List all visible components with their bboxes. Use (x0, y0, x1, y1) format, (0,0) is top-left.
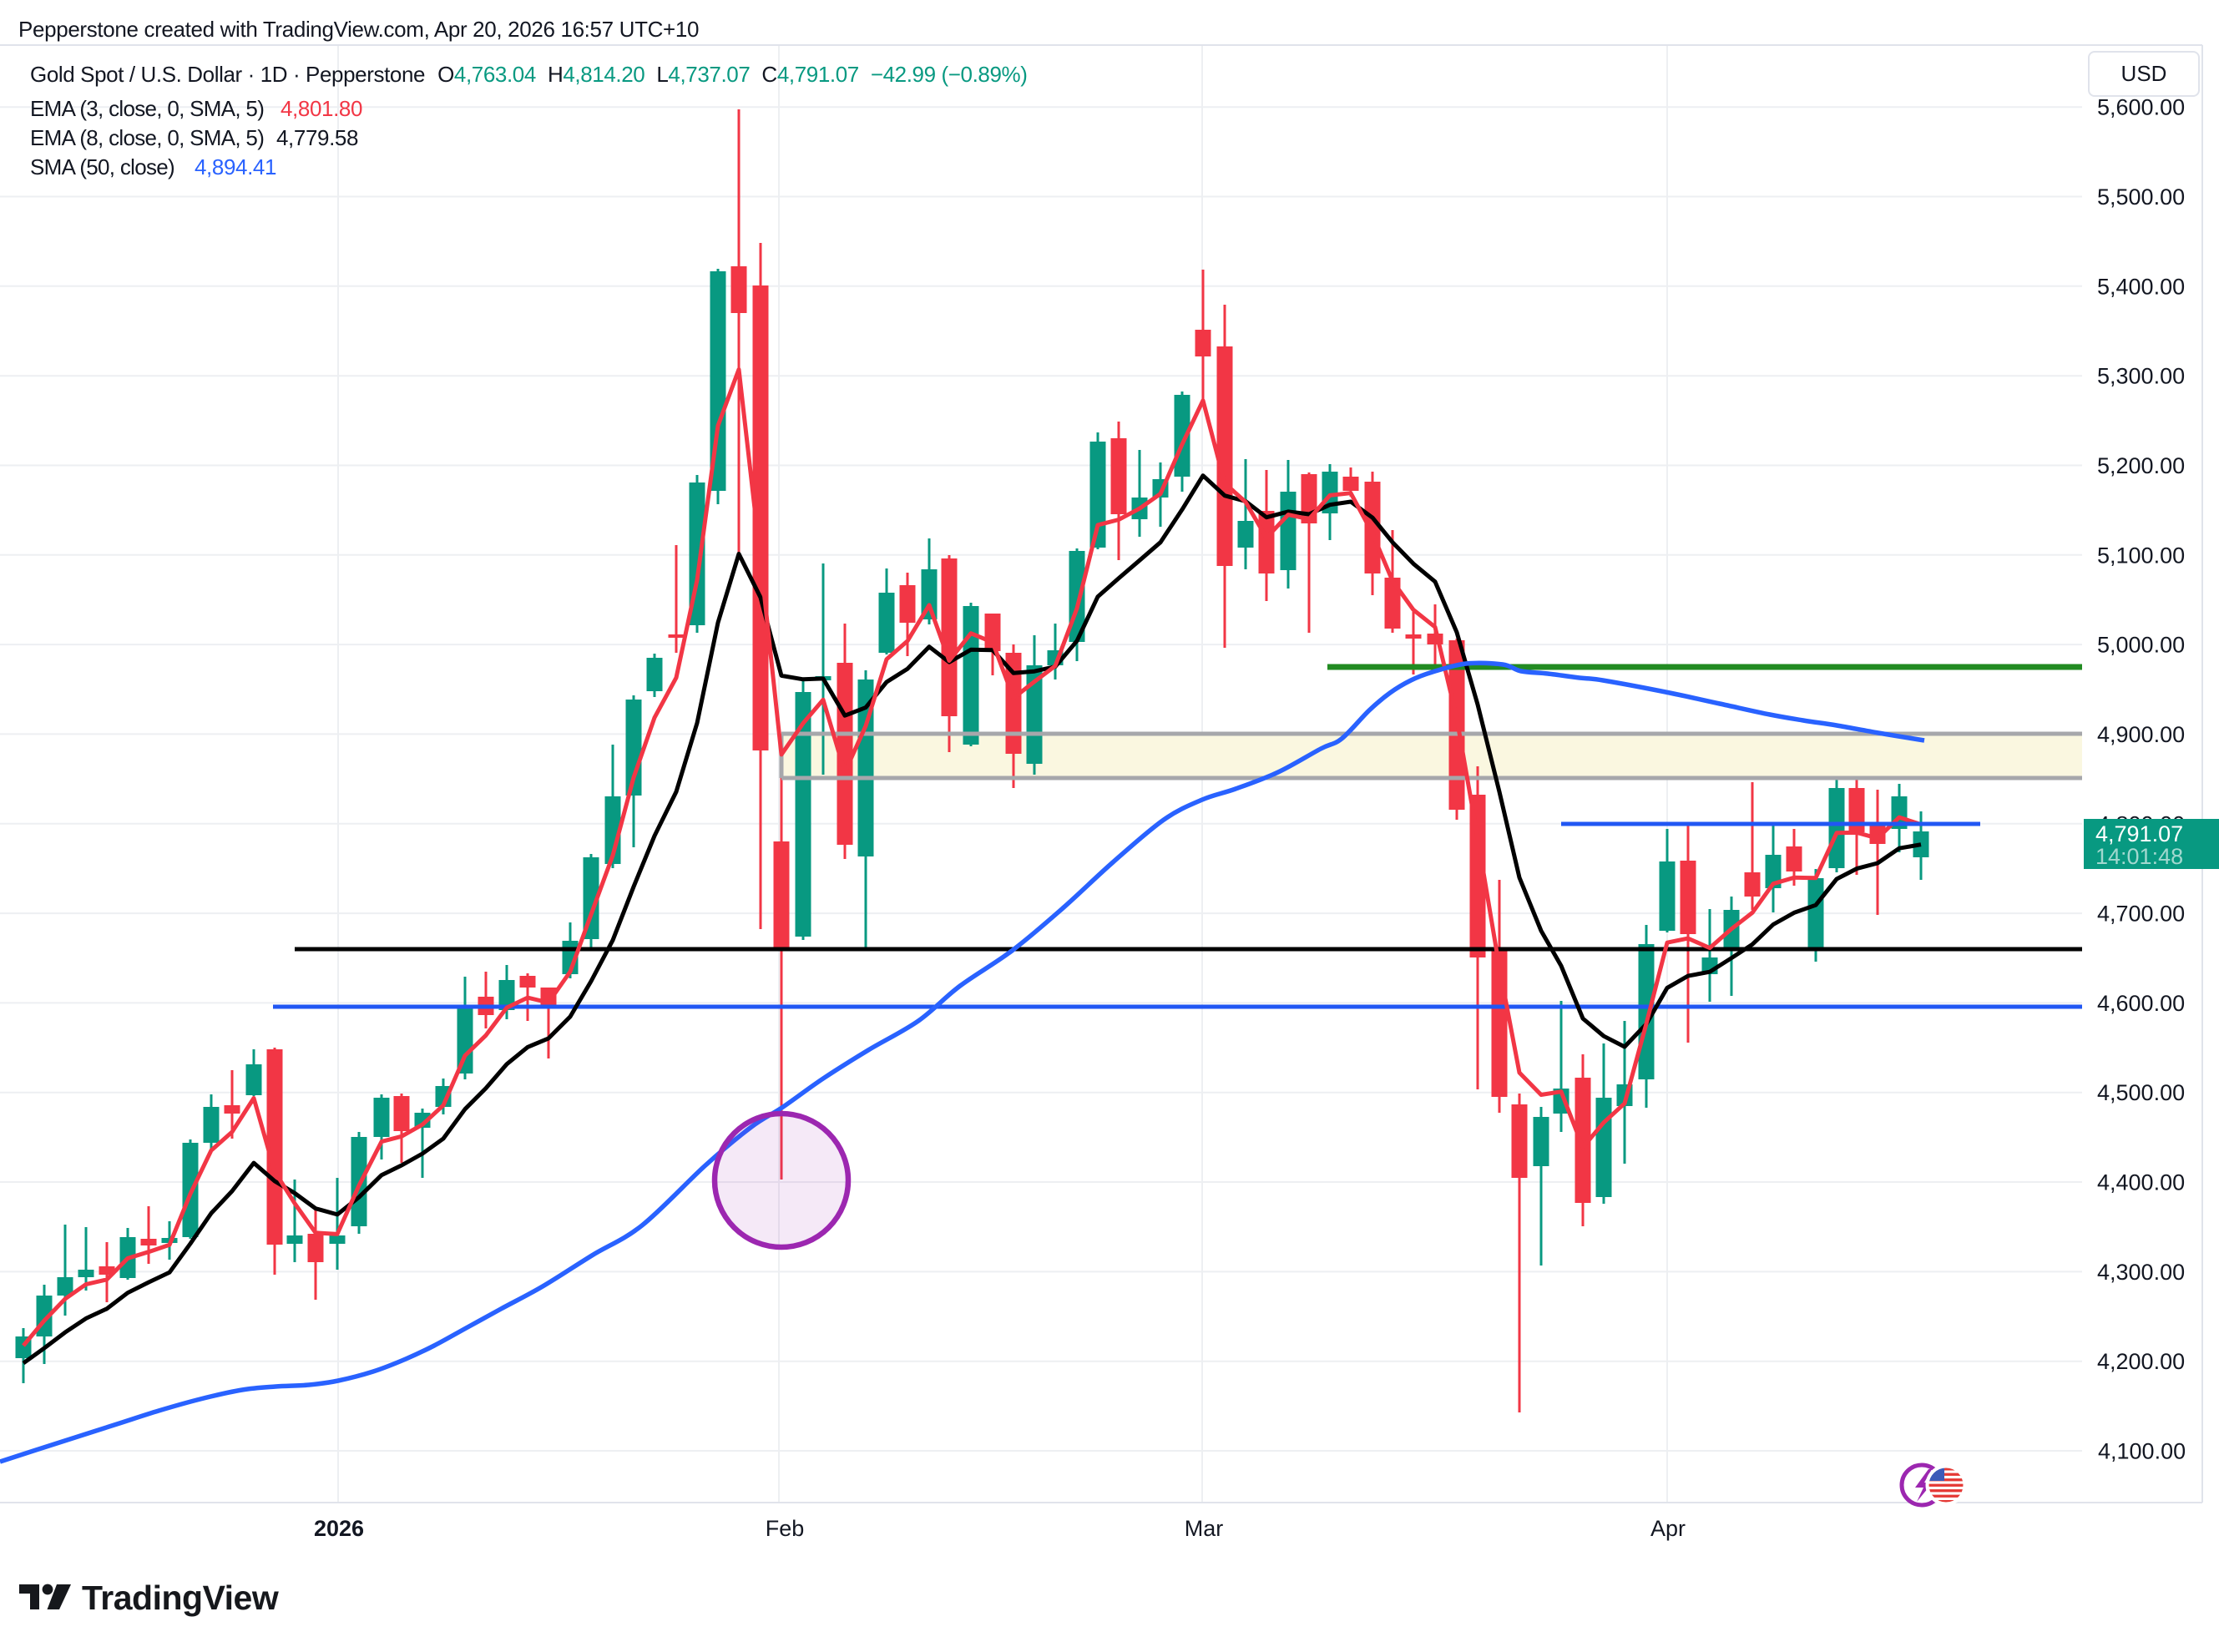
svg-text:4,791.07: 4,791.07 (2095, 821, 2183, 846)
svg-text:EMA (3, close, 0, SMA, 5): EMA (3, close, 0, SMA, 5) (30, 96, 264, 121)
svg-text:4,779.58: 4,779.58 (276, 125, 358, 150)
svg-text:4,700.00: 4,700.00 (2097, 902, 2185, 927)
svg-text:5,400.00: 5,400.00 (2097, 274, 2185, 299)
svg-text:14:01:48: 14:01:48 (2095, 844, 2183, 869)
svg-text:Mar: Mar (1185, 1516, 1224, 1541)
svg-text:EMA (8, close, 0, SMA, 5): EMA (8, close, 0, SMA, 5) (30, 125, 264, 150)
svg-text:4,801.80: 4,801.80 (281, 96, 362, 121)
svg-text:SMA (50, close): SMA (50, close) (30, 154, 174, 179)
svg-text:USD: USD (2121, 61, 2167, 86)
svg-text:4,200.00: 4,200.00 (2097, 1349, 2185, 1374)
svg-text:Feb: Feb (766, 1516, 805, 1541)
svg-text:5,100.00: 5,100.00 (2097, 543, 2185, 568)
svg-text:4,600.00: 4,600.00 (2097, 991, 2185, 1016)
svg-text:4,894.41: 4,894.41 (195, 154, 276, 179)
svg-text:5,300.00: 5,300.00 (2097, 364, 2185, 389)
svg-text:5,600.00: 5,600.00 (2097, 95, 2185, 120)
svg-text:4,900.00: 4,900.00 (2097, 722, 2185, 747)
svg-text:4,400.00: 4,400.00 (2097, 1170, 2185, 1195)
svg-text:5,200.00: 5,200.00 (2097, 453, 2185, 478)
svg-text:4,300.00: 4,300.00 (2097, 1260, 2185, 1285)
svg-text:4,100.00: 4,100.00 (2098, 1439, 2186, 1464)
svg-text:Pepperstone created with Tradi: Pepperstone created with TradingView.com… (18, 17, 699, 42)
svg-text:2026: 2026 (314, 1516, 364, 1541)
svg-text:4,500.00: 4,500.00 (2097, 1080, 2185, 1105)
svg-text:TradingView: TradingView (82, 1579, 279, 1617)
svg-text:Gold Spot / U.S. Dollar · 1D ·: Gold Spot / U.S. Dollar · 1D · Peppersto… (30, 62, 1028, 87)
svg-text:Apr: Apr (1650, 1516, 1686, 1541)
svg-text:5,500.00: 5,500.00 (2097, 184, 2185, 210)
svg-text:5,000.00: 5,000.00 (2097, 633, 2185, 658)
